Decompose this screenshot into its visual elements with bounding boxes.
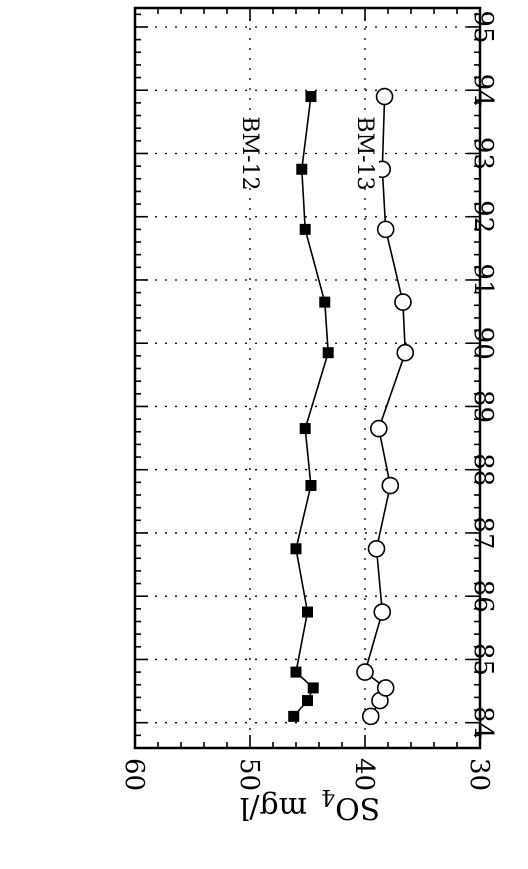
series-layer [288, 87, 415, 726]
x-tick-label-text: 85 [468, 643, 498, 676]
label-layer: 84 85 86 87 88 89 90 91 92 93 94 95 30 40 50 60 BM-12 BM-… [119, 10, 498, 791]
x-tick-label-text: 92 [468, 200, 498, 233]
x-tick-label-text: 88 [468, 453, 498, 486]
data-point [305, 91, 317, 103]
series-line [293, 96, 330, 717]
data-point [367, 539, 386, 558]
y-tick-label-text: 40 [349, 758, 379, 791]
data-point [376, 220, 395, 239]
annotation-bg [240, 119, 264, 188]
data-point [290, 543, 302, 555]
x-tick-label: 84 [468, 706, 498, 739]
x-tick-label: 87 [468, 516, 498, 549]
data-point [396, 343, 415, 362]
x-tick-label-text: 86 [468, 580, 498, 613]
data-point [373, 603, 392, 621]
y-tick-label-text: 60 [119, 758, 149, 791]
data-point [369, 419, 388, 438]
data-point [296, 163, 308, 175]
x-tick-label: 90 [468, 327, 498, 360]
x-tick-label-text: 90 [468, 327, 498, 360]
data-point [302, 606, 313, 618]
data-point [356, 663, 374, 681]
tick-layer [134, 8, 481, 749]
data-point [375, 87, 394, 106]
x-tick-label: 95 [468, 10, 498, 43]
data-point [361, 707, 380, 726]
data-point [376, 679, 395, 697]
annotation-text: BM-12 [237, 116, 262, 190]
y-axis-title-text: SO4 mg/l [240, 784, 381, 825]
y-tick-label: 50 [234, 758, 264, 791]
data-point [381, 476, 400, 495]
x-tick-label: 94 [468, 74, 498, 107]
data-point [290, 666, 302, 678]
y-axis-title-unit: mg/l [240, 790, 307, 825]
x-tick-label: 88 [468, 453, 498, 486]
x-tick-label-text: 89 [468, 390, 498, 423]
y-axis-title-main: SO [335, 790, 380, 825]
grid-layer [135, 8, 480, 748]
x-tick-label: 89 [468, 390, 498, 423]
y-tick-label: 40 [349, 758, 379, 791]
x-tick-label: 93 [468, 137, 498, 170]
series-annotation: BM-12 [237, 116, 264, 191]
data-point [319, 296, 331, 308]
x-tick-label: 86 [468, 580, 498, 613]
y-axis-title: SO4 mg/l [240, 784, 381, 825]
series-annotation: BM-13 [352, 116, 379, 191]
y-tick-label-text: 30 [464, 758, 494, 791]
series-1 [288, 91, 334, 722]
data-point [299, 223, 311, 235]
plot-frame [133, 6, 482, 750]
data-point [299, 423, 311, 435]
x-tick-label-text: 84 [468, 706, 498, 739]
x-tick-label: 92 [468, 200, 498, 233]
annotation-bg [355, 119, 379, 188]
x-tick-label: 85 [468, 643, 498, 676]
data-point [394, 293, 412, 311]
y-axis-title-subscript: 4 [321, 784, 335, 809]
y-tick-label: 60 [119, 758, 149, 791]
data-point [307, 682, 319, 694]
annotation-text: BM-13 [352, 116, 377, 190]
x-tick-label-text: 95 [468, 10, 498, 43]
x-tick-label-text: 87 [468, 516, 498, 549]
y-tick-label: 30 [464, 758, 494, 791]
y-tick-label-text: 50 [234, 758, 264, 791]
data-point [288, 710, 300, 722]
x-tick-label: 91 [468, 263, 498, 296]
x-tick-label-text: 91 [468, 263, 498, 296]
data-point [305, 480, 317, 492]
x-tick-label-text: 93 [468, 137, 498, 170]
x-tick-label-text: 94 [468, 74, 498, 107]
data-point [302, 695, 313, 707]
data-point [322, 347, 334, 359]
series-2 [356, 87, 415, 726]
